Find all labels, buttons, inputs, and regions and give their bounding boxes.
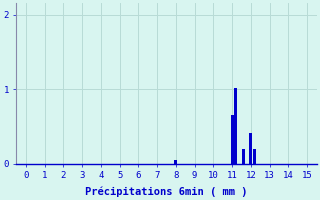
Bar [231, 115, 234, 164]
Bar [253, 149, 256, 164]
X-axis label: Précipitations 6min ( mm ): Précipitations 6min ( mm ) [85, 186, 248, 197]
Bar [235, 88, 237, 164]
Bar [174, 160, 177, 164]
Bar [242, 149, 245, 164]
Bar [250, 133, 252, 164]
